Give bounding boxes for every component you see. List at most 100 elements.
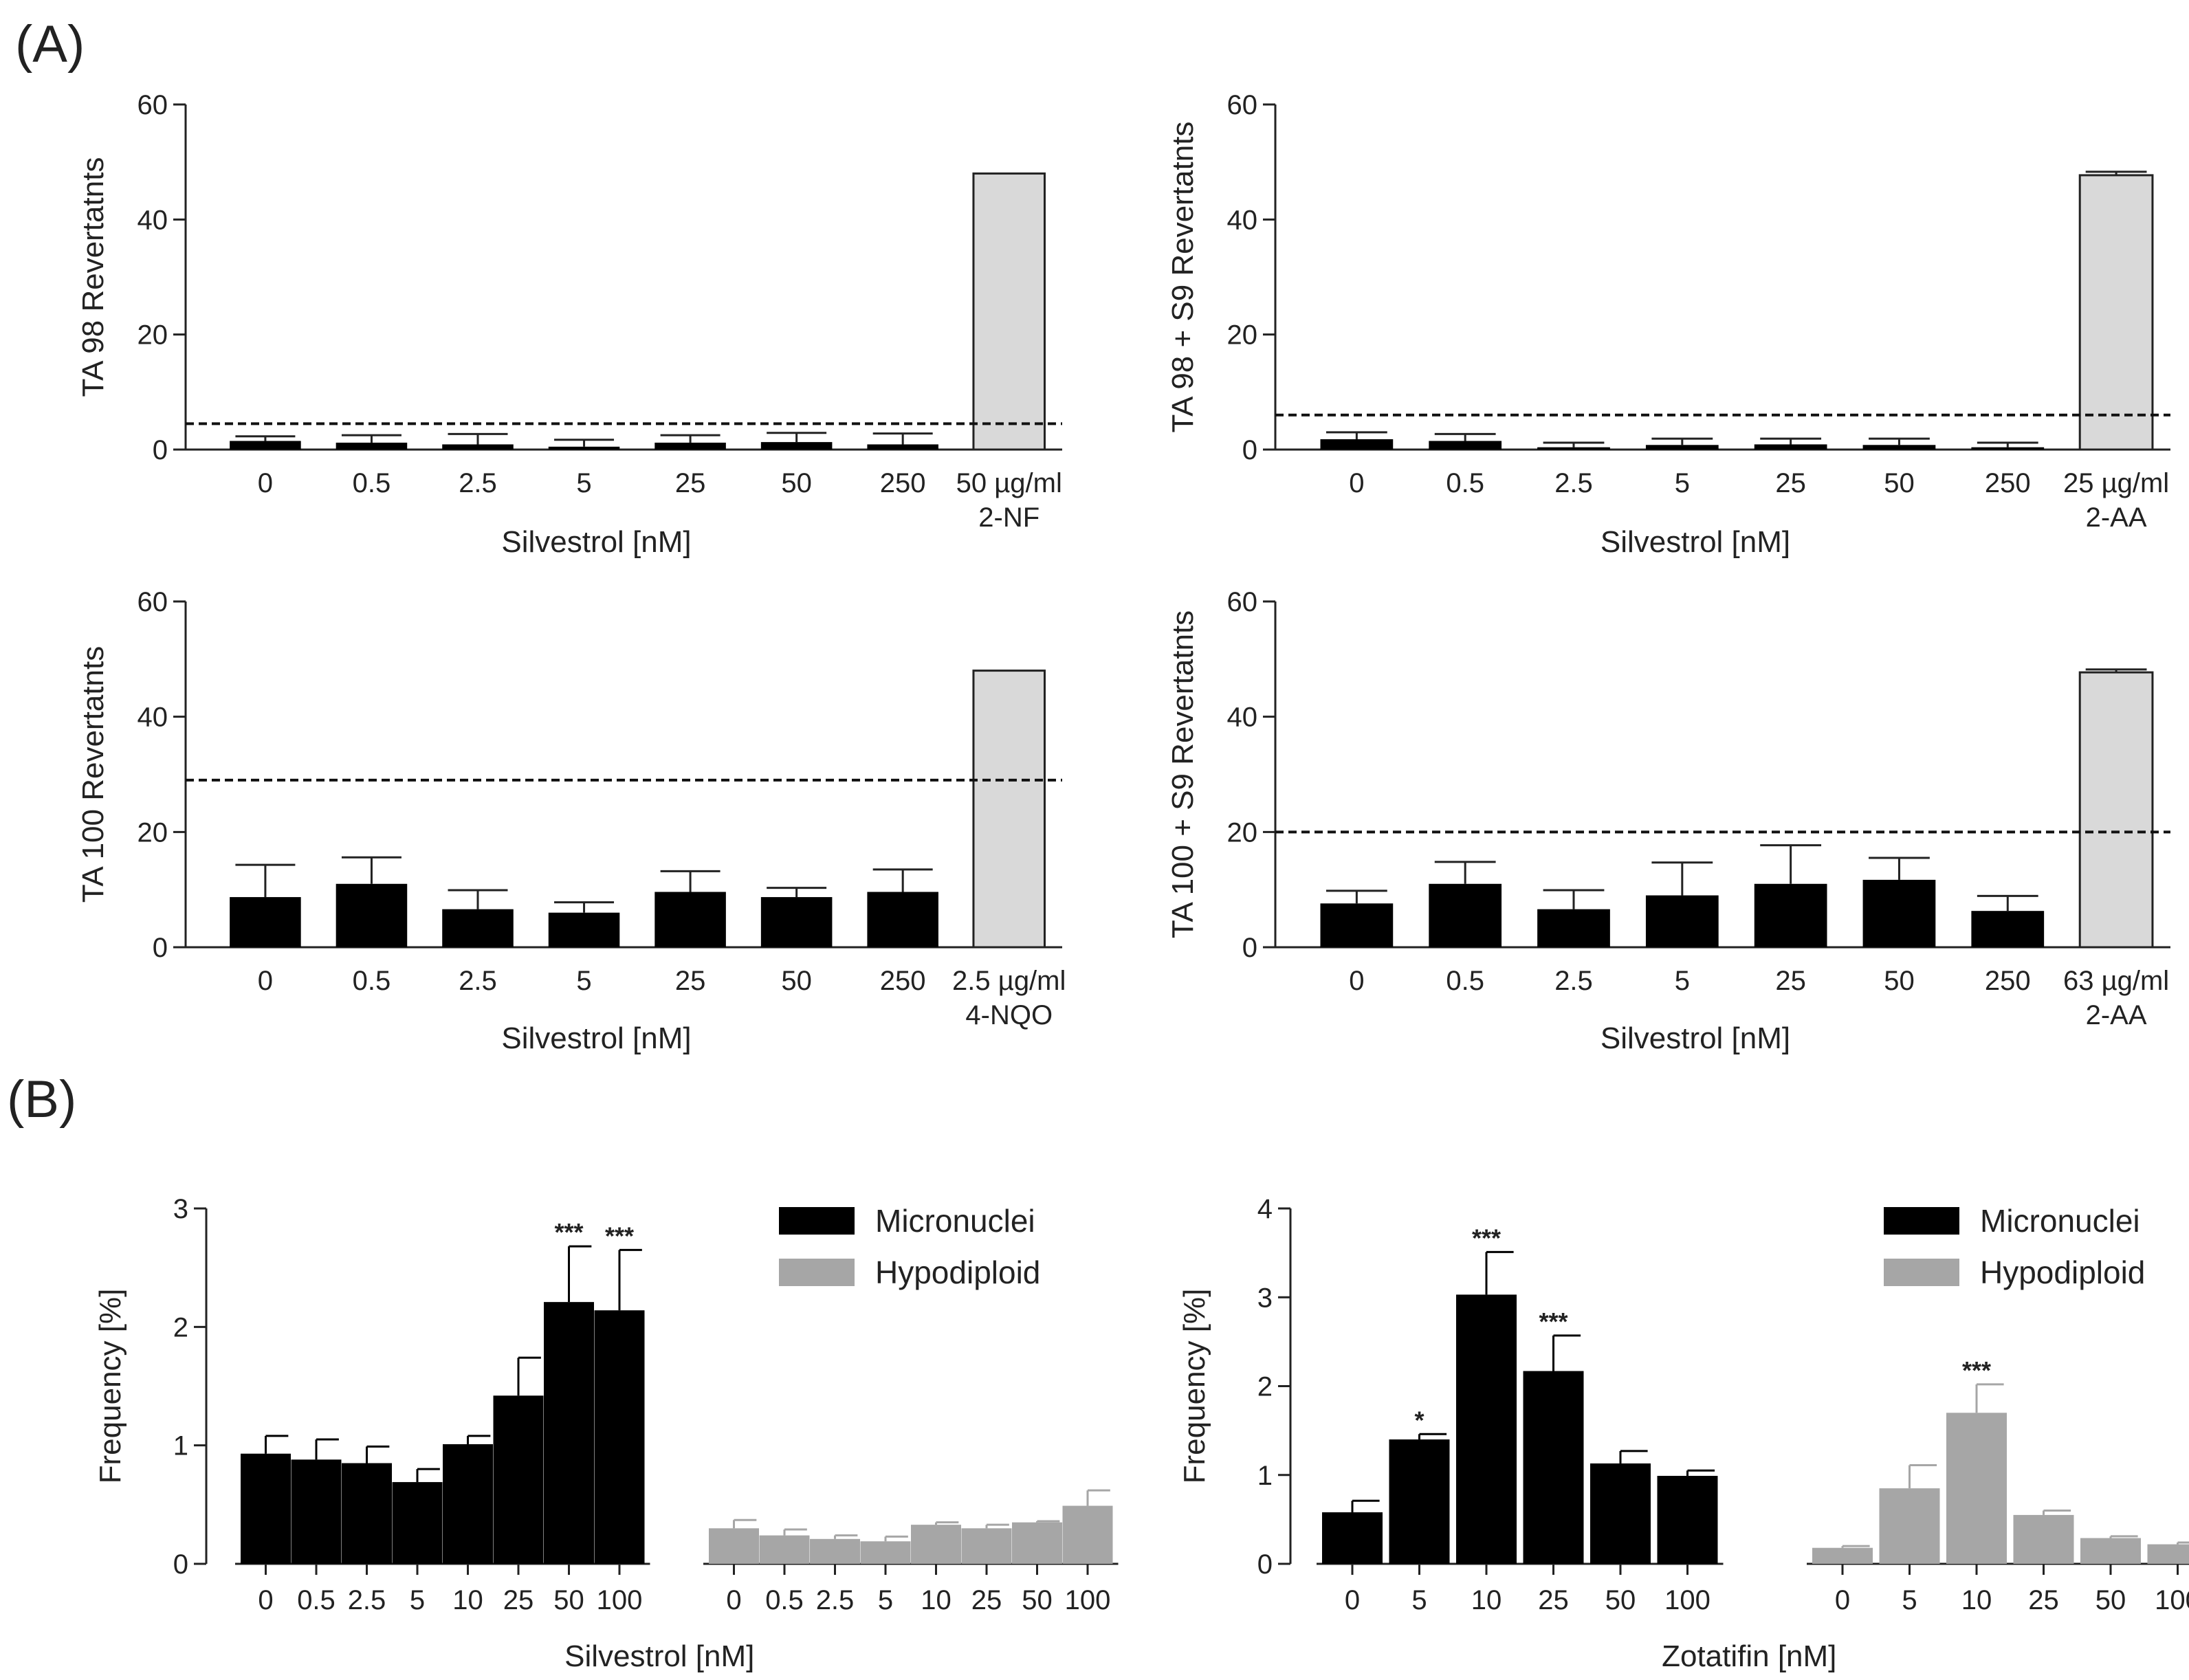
y-tick-label: 20 bbox=[1227, 320, 1258, 351]
x-tick-label: 25 bbox=[1538, 1585, 1569, 1615]
bar bbox=[1657, 1476, 1718, 1564]
bar bbox=[442, 444, 514, 450]
bar bbox=[230, 897, 301, 947]
x-tick-label: 2-NF bbox=[978, 502, 1040, 533]
significance-stars: *** bbox=[1539, 1307, 1568, 1336]
x-tick-label: 2.5 bbox=[816, 1585, 855, 1615]
bar bbox=[1754, 883, 1827, 947]
x-tick-label: 2.5 bbox=[459, 468, 497, 498]
x-tick-label: 4-NQO bbox=[965, 1000, 1053, 1030]
legend-swatch bbox=[1884, 1259, 1959, 1286]
bar bbox=[2078, 671, 2154, 949]
bar bbox=[972, 172, 1046, 451]
bar bbox=[1645, 895, 1719, 947]
y-axis-title: TA 100 + S9 Revertatnts bbox=[1166, 610, 1200, 938]
x-tick-label: 0.5 bbox=[353, 966, 391, 996]
bar bbox=[544, 1302, 594, 1564]
y-tick-label: 3 bbox=[1257, 1283, 1273, 1313]
x-tick-label: 100 bbox=[1065, 1585, 1111, 1615]
bar bbox=[709, 1528, 759, 1564]
bar bbox=[867, 444, 938, 450]
x-tick-label: 5 bbox=[1411, 1585, 1427, 1615]
bar bbox=[1322, 1512, 1383, 1564]
x-tick-label: 0 bbox=[726, 1585, 741, 1615]
bar bbox=[1320, 903, 1394, 947]
bar bbox=[961, 1528, 1012, 1564]
x-axis-title: Silvestrol [nM] bbox=[1600, 525, 1790, 559]
x-tick-label: 25 bbox=[2028, 1585, 2059, 1615]
micronucleus-chart-1: 0 1 2 3 0 0.5 2.5 5 10 25 *** 50 *** 100 0 0.5 2.5 5 10 25 5… bbox=[94, 1194, 1119, 1673]
y-tick-label: 40 bbox=[1227, 205, 1258, 235]
y-tick-label: 20 bbox=[138, 817, 168, 848]
bar bbox=[867, 892, 938, 947]
bar bbox=[1429, 441, 1502, 450]
bar bbox=[230, 441, 301, 450]
x-tick-label: 10 bbox=[1471, 1585, 1502, 1615]
x-tick-label: 0 bbox=[258, 468, 273, 498]
y-tick-label: 4 bbox=[1257, 1194, 1273, 1224]
x-tick-label: 25 bbox=[675, 468, 706, 498]
x-tick-label: 50 bbox=[1022, 1585, 1053, 1615]
y-tick-label: 20 bbox=[1227, 817, 1258, 848]
bar bbox=[2078, 174, 2154, 451]
y-tick-label: 0 bbox=[173, 1549, 188, 1580]
x-tick-label: 2.5 bbox=[459, 966, 497, 996]
bar bbox=[760, 442, 833, 450]
bar bbox=[1862, 445, 1936, 450]
bar bbox=[1879, 1488, 1940, 1564]
bar bbox=[336, 883, 408, 947]
significance-stars: *** bbox=[605, 1222, 634, 1250]
x-tick-label: 0.5 bbox=[765, 1585, 804, 1615]
y-tick-label: 1 bbox=[173, 1431, 188, 1461]
legend-swatch bbox=[779, 1259, 855, 1286]
bar bbox=[1645, 445, 1719, 450]
y-tick-label: 0 bbox=[1242, 435, 1257, 465]
bar bbox=[2080, 1538, 2141, 1564]
x-tick-label: 50 bbox=[1605, 1585, 1636, 1615]
bar bbox=[759, 1535, 810, 1564]
bar bbox=[392, 1482, 443, 1564]
x-tick-label: 5 bbox=[576, 468, 591, 498]
bar bbox=[1429, 883, 1502, 947]
y-tick-label: 40 bbox=[138, 205, 168, 235]
x-tick-label: 5 bbox=[576, 966, 591, 996]
bar bbox=[291, 1459, 342, 1564]
bar bbox=[1456, 1294, 1517, 1564]
y-tick-label: 2 bbox=[173, 1312, 188, 1342]
significance-stars: *** bbox=[1962, 1356, 1991, 1384]
x-tick-label: 50 bbox=[2096, 1585, 2126, 1615]
x-tick-label: 250 bbox=[880, 966, 926, 996]
x-tick-label: 5 bbox=[878, 1585, 893, 1615]
x-tick-label: 0.5 bbox=[1446, 468, 1484, 498]
y-axis-title: Frequency [%] bbox=[1178, 1289, 1211, 1484]
bar bbox=[1590, 1463, 1651, 1564]
y-tick-label: 2 bbox=[1257, 1372, 1273, 1402]
x-tick-label: 2.5 bbox=[1554, 468, 1593, 498]
bar bbox=[443, 1444, 493, 1564]
bar bbox=[972, 670, 1046, 949]
x-tick-label: 0 bbox=[1349, 966, 1364, 996]
x-tick-label: 50 bbox=[781, 468, 812, 498]
y-tick-label: 20 bbox=[138, 320, 168, 351]
x-tick-label: 100 bbox=[597, 1585, 643, 1615]
bar bbox=[2013, 1514, 2074, 1564]
bar bbox=[1754, 444, 1827, 450]
bar bbox=[860, 1541, 911, 1564]
y-axis-title: TA 98 + S9 Revertatnts bbox=[1166, 122, 1200, 433]
x-axis-title: Silvestrol [nM] bbox=[501, 1021, 691, 1055]
x-tick-label: 25 bbox=[971, 1585, 1002, 1615]
bar bbox=[493, 1395, 544, 1564]
bar bbox=[654, 442, 726, 450]
bar bbox=[1523, 1371, 1584, 1564]
bar bbox=[594, 1310, 645, 1564]
legend-swatch bbox=[1884, 1207, 1959, 1235]
x-tick-label: 25 bbox=[675, 966, 706, 996]
bar bbox=[442, 909, 514, 947]
bar bbox=[760, 897, 833, 947]
legend-swatch bbox=[779, 1207, 855, 1235]
y-tick-label: 0 bbox=[1257, 1549, 1273, 1580]
x-tick-label: 50 bbox=[781, 966, 812, 996]
y-tick-label: 1 bbox=[1257, 1461, 1273, 1491]
y-tick-label: 40 bbox=[138, 703, 168, 733]
